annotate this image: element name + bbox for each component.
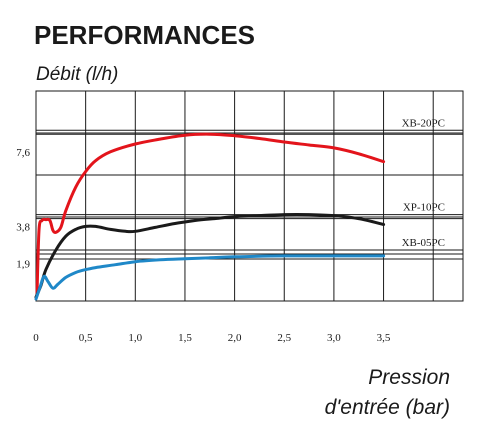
y-tick-label: 1,9	[16, 259, 30, 271]
series-label-xb-05pc: XB-05PC	[402, 237, 445, 249]
x-axis-label-line2: d'entrée (bar)	[325, 396, 450, 419]
x-tick-label: 3,0	[327, 332, 341, 344]
x-tick-label: 1,0	[128, 332, 142, 344]
y-axis-label: Débit (l/h)	[36, 64, 118, 85]
x-axis-label-line1: Pression	[368, 366, 450, 389]
series-line-xb-20pc	[35, 132, 386, 297]
series-label-xb-20pc: XB-20PC	[402, 117, 445, 129]
x-tick-label: 0	[33, 332, 39, 344]
y-tick-label: 3,8	[16, 221, 30, 233]
plot-frame	[35, 90, 464, 302]
chart-title: PERFORMANCES	[34, 20, 255, 50]
y-tick-label: 7,6	[16, 147, 30, 159]
x-tick-label: 2,0	[228, 332, 242, 344]
series-line-xb-05pc	[34, 254, 386, 301]
x-tick-label: 3,5	[377, 332, 391, 344]
series-label-xp-10pc: XP-10PC	[403, 202, 445, 214]
x-tick-label: 2,5	[277, 332, 291, 344]
x-tick-label: 0,5	[79, 332, 93, 344]
x-tick-label: 1,5	[178, 332, 192, 344]
series-line-xp-10pc	[34, 213, 386, 299]
